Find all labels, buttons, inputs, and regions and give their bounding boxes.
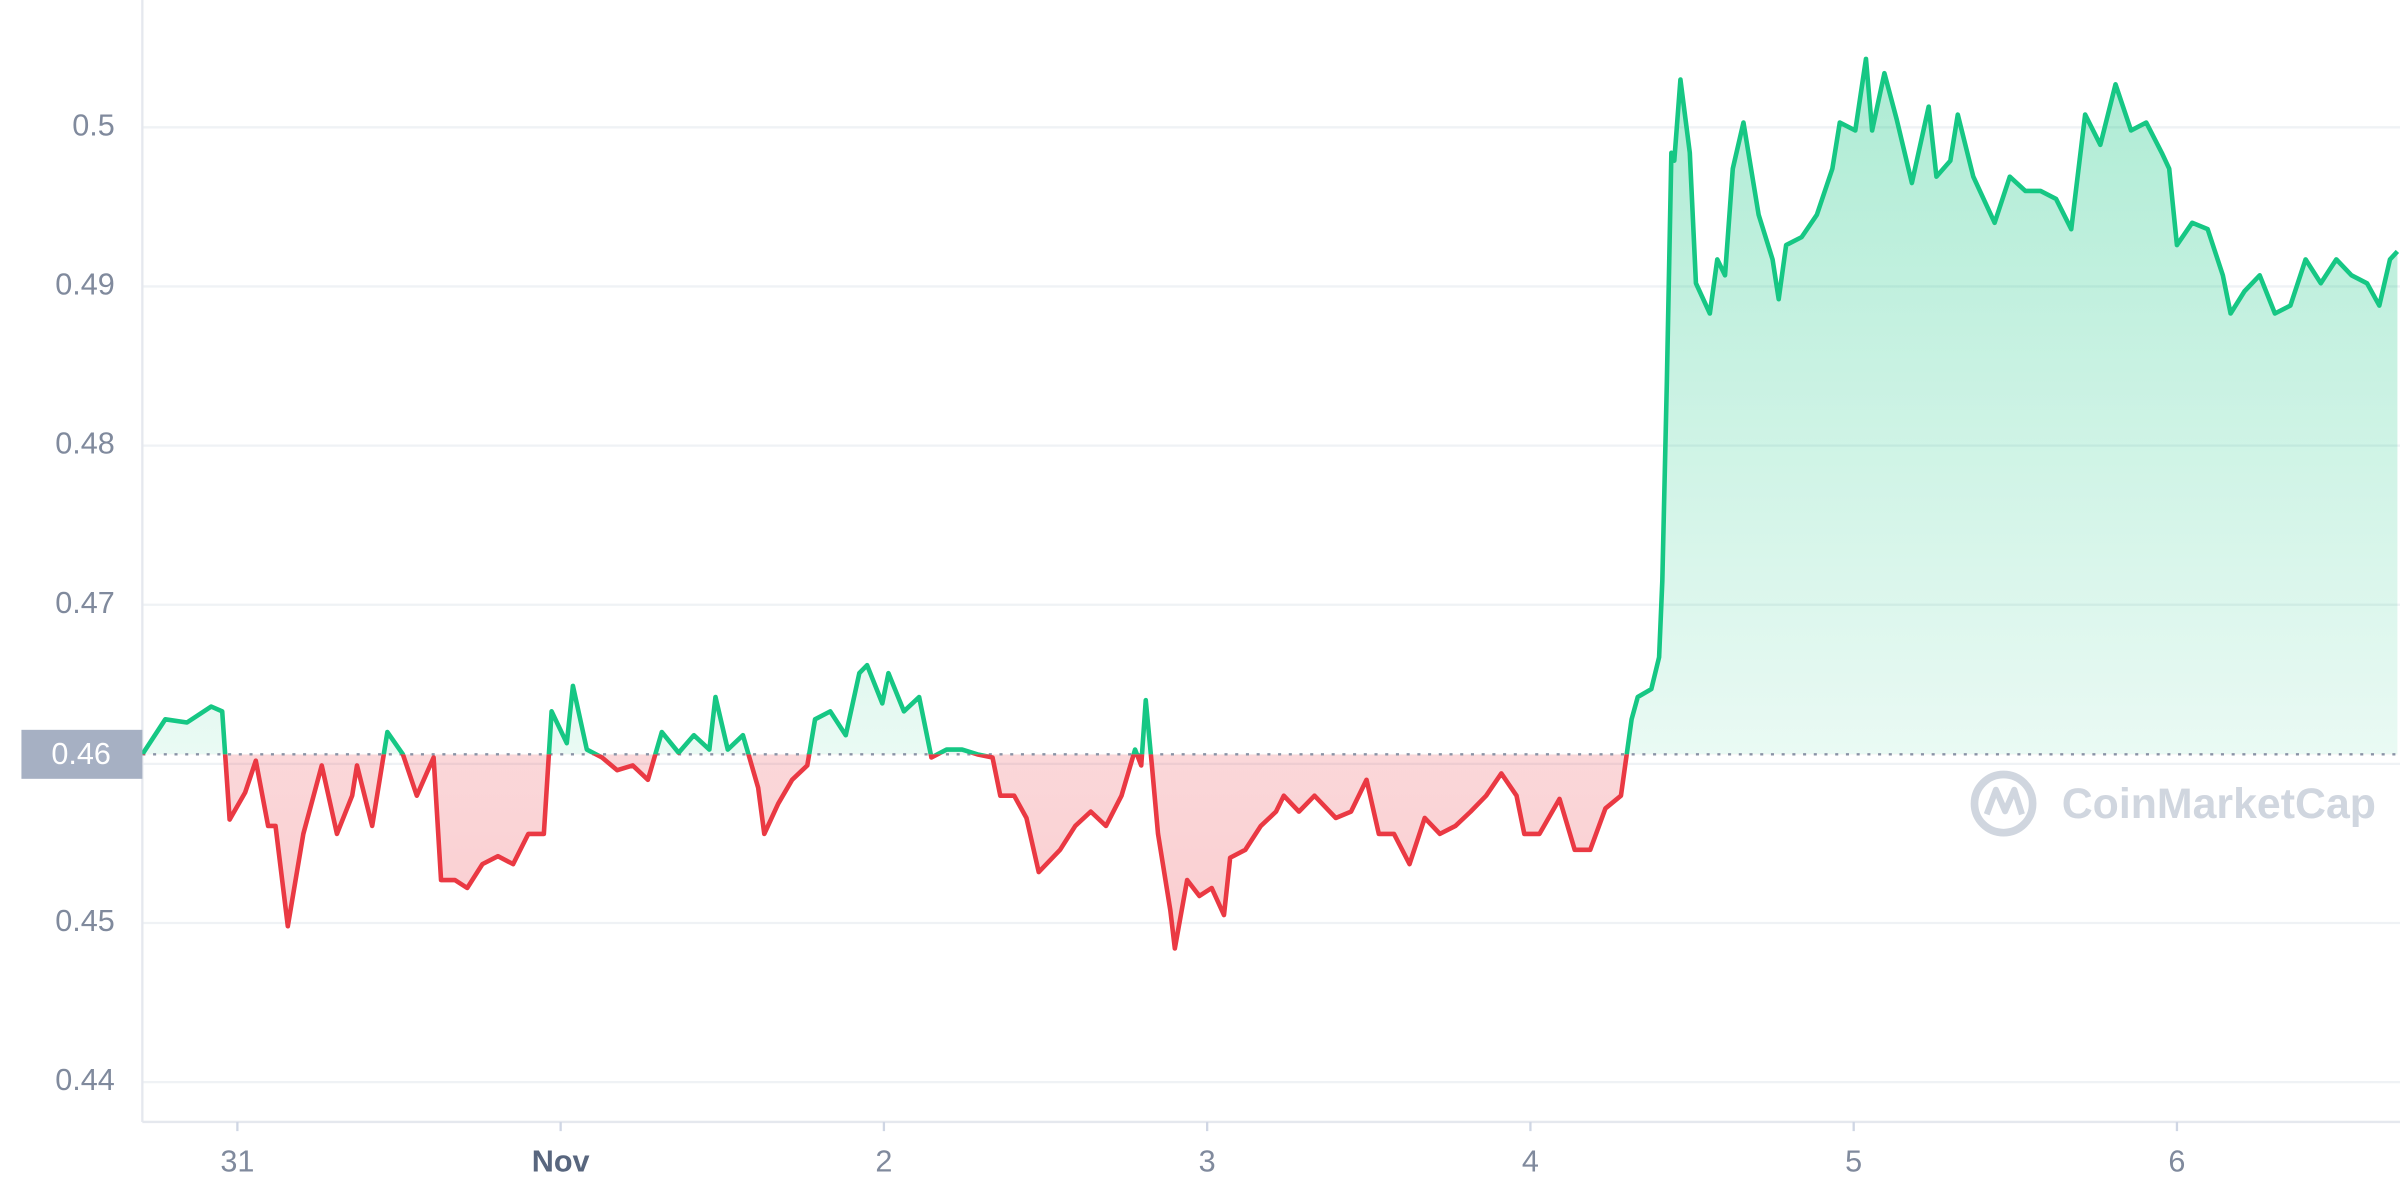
price-line-up: [140, 56, 2400, 755]
x-tick-label: 31: [220, 1144, 254, 1178]
x-tick-label: 2: [875, 1144, 892, 1178]
x-tick-label: 5: [1845, 1144, 1862, 1178]
watermark-text: CoinMarketCap: [2062, 780, 2376, 828]
y-tick-label: 0.44: [55, 1063, 115, 1097]
watermark-logo: [1970, 770, 2037, 837]
x-tick-label: 4: [1522, 1144, 1539, 1178]
watermark-logo: [1983, 786, 2025, 816]
watermark: CoinMarketCap: [1970, 770, 2376, 837]
x-tick-label: 6: [2168, 1144, 2185, 1178]
area-below: [142, 754, 2398, 949]
price-line-down: [142, 754, 1630, 951]
x-tick-label: Nov: [532, 1144, 590, 1178]
x-tick-label: 3: [1199, 1144, 1216, 1178]
y-tick-label: 0.45: [55, 904, 115, 938]
baseline-label: 0.46: [51, 737, 111, 771]
y-tick-label: 0.5: [72, 108, 115, 142]
y-tick-label: 0.48: [55, 427, 115, 461]
y-tick-label: 0.49: [55, 268, 115, 302]
baseline-label-box: [21, 729, 143, 779]
y-tick-label: 0.47: [55, 586, 115, 620]
area-above: [142, 58, 2398, 755]
